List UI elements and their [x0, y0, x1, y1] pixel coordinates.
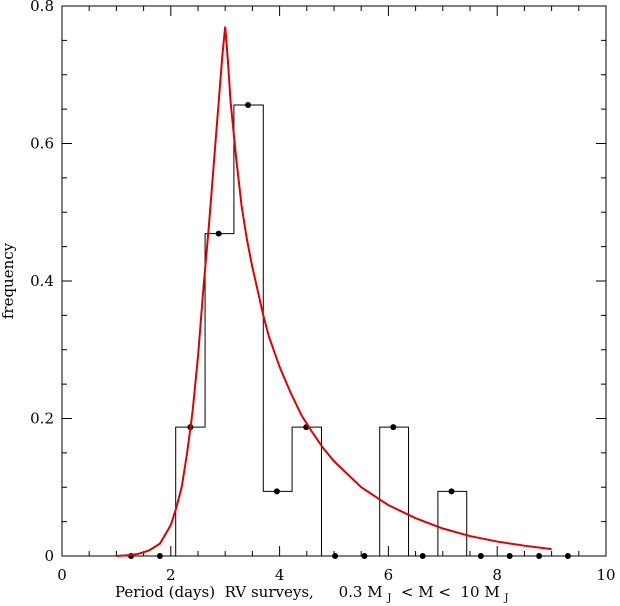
- fit-curve: [116, 26, 552, 557]
- x-tick-label: 6: [384, 566, 394, 584]
- tick-labels: 0 2 4 6 8 10 0 0.2 0.4 0.6 0.8: [30, 0, 615, 584]
- x-tick-label: 8: [492, 566, 502, 584]
- histogram-bar: [438, 491, 467, 556]
- histogram-outline: [117, 104, 555, 557]
- data-point: [419, 553, 426, 559]
- y-tick-label: 0.6: [30, 135, 54, 153]
- data-point: [506, 553, 513, 559]
- axis-ticks: [61, 5, 607, 557]
- x-tick-label: 4: [275, 566, 285, 584]
- data-point: [245, 102, 252, 108]
- data-point: [332, 553, 339, 559]
- data-point: [390, 424, 397, 431]
- chart-frame: [61, 5, 607, 557]
- y-axis-label: frequency: [0, 242, 17, 319]
- mass-range-mid: < M <: [396, 583, 456, 601]
- data-point: [156, 553, 163, 559]
- histogram-bar: [380, 427, 409, 556]
- histogram: [117, 104, 555, 557]
- y-tick-label: 0: [44, 547, 54, 565]
- y-tick-label: 0.8: [30, 0, 54, 15]
- mass-high-sub: J: [504, 593, 509, 604]
- x-tick-label: 10: [596, 566, 615, 584]
- histogram-bar: [263, 491, 292, 556]
- y-tick-label: 0.4: [30, 272, 54, 290]
- y-tick-label: 0.2: [30, 410, 54, 428]
- histogram-bar: [292, 427, 321, 556]
- mass-high-label: 10 M: [461, 583, 500, 601]
- data-point: [448, 488, 455, 495]
- x-axis-label-main: Period (days) RV surveys,: [115, 583, 314, 601]
- mass-low-label: 0.3 M: [339, 583, 383, 601]
- data-point: [361, 553, 368, 559]
- data-point: [564, 553, 571, 559]
- data-points: [128, 102, 571, 559]
- data-point: [273, 488, 280, 495]
- data-point: [215, 230, 222, 237]
- data-point: [536, 553, 543, 559]
- data-point: [477, 553, 484, 559]
- mass-low-sub: J: [386, 593, 391, 604]
- x-tick-label: 0: [57, 566, 67, 584]
- x-tick-label: 2: [166, 566, 176, 584]
- histogram-bar: [205, 234, 234, 556]
- x-axis-label: Period (days) RV surveys, 0.3 M J < M < …: [115, 583, 509, 605]
